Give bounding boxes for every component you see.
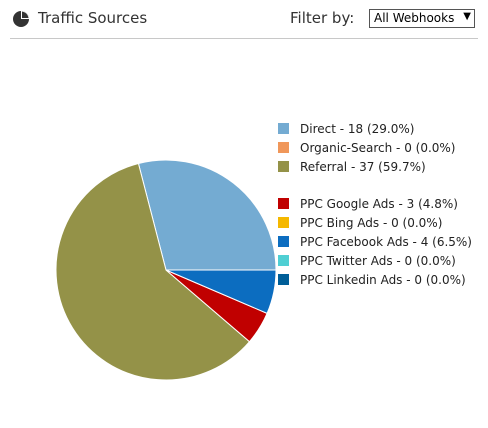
pie-slice-ppc-facebook-ads[interactable]: [165, 269, 277, 315]
legend-swatch-ppc-facebook-ads: [278, 236, 289, 247]
legend-label-ppc-twitter-ads: PPC Twitter Ads - 0 (0.0%): [300, 254, 456, 268]
legend-swatch-organic-search: [278, 142, 289, 153]
legend-label-organic-search: Organic-Search - 0 (0.0%): [300, 141, 456, 155]
dropdown-arrow-icon: ▼: [463, 11, 471, 22]
webhook-filter-select[interactable]: All Webhooks ▼: [369, 9, 475, 28]
legend-swatch-ppc-linkedin-ads: [278, 274, 289, 285]
legend-label-direct: Direct - 18 (29.0%): [300, 122, 414, 136]
panel-title: Traffic Sources: [38, 9, 148, 27]
legend-label-ppc-linkedin-ads: PPC Linkedin Ads - 0 (0.0%): [300, 273, 466, 287]
legend-swatch-ppc-twitter-ads: [278, 255, 289, 266]
legend-label-ppc-facebook-ads: PPC Facebook Ads - 4 (6.5%): [300, 235, 472, 249]
legend-swatch-ppc-bing-ads: [278, 217, 289, 228]
panel-header: Traffic Sources Filter by: All Webhooks …: [10, 0, 478, 39]
legend-swatch-ppc-google-ads: [278, 198, 289, 209]
legend-label-ppc-google-ads: PPC Google Ads - 3 (4.8%): [300, 197, 458, 211]
chart-legend: Direct - 18 (29.0%) Organic-Search - 0 (0…: [278, 122, 472, 287]
pie-chart-icon: [13, 11, 29, 27]
webhook-filter-value: All Webhooks: [374, 11, 455, 25]
pie-slice-direct[interactable]: [137, 159, 277, 271]
pie-slice-referral[interactable]: [55, 162, 251, 381]
legend-swatch-direct: [278, 123, 289, 134]
legend-swatch-referral: [278, 161, 289, 172]
legend-label-ppc-bing-ads: PPC Bing Ads - 0 (0.0%): [300, 216, 442, 230]
pie-slices: [55, 159, 277, 381]
filter-label: Filter by:: [290, 9, 355, 27]
legend-label-referral: Referral - 37 (59.7%): [300, 160, 426, 174]
